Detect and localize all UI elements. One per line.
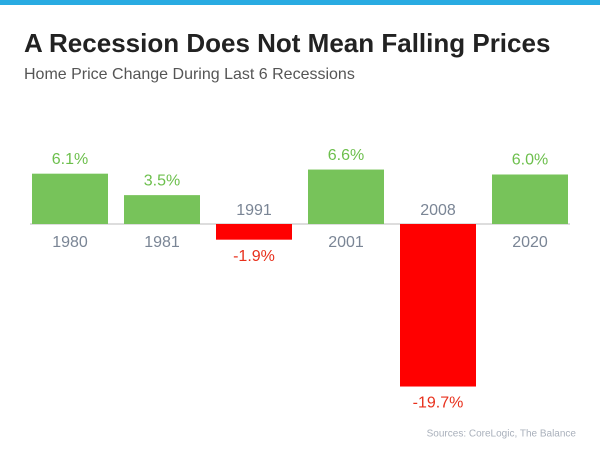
bar <box>308 169 384 224</box>
bar <box>400 224 476 387</box>
x-tick-label: 1991 <box>236 202 272 219</box>
value-label: 6.6% <box>328 147 364 164</box>
bar <box>492 174 568 224</box>
x-tick-label: 2008 <box>420 202 456 219</box>
value-label: -19.7% <box>413 395 464 412</box>
bar <box>216 224 292 240</box>
value-label: 6.1% <box>52 151 88 168</box>
x-tick-label: 1981 <box>144 234 180 251</box>
x-tick-label: 1980 <box>52 234 88 251</box>
value-label: 6.0% <box>512 152 548 169</box>
bar <box>124 195 200 224</box>
x-tick-label: 2020 <box>512 234 548 251</box>
value-label: 3.5% <box>144 172 180 189</box>
bar <box>32 173 108 224</box>
x-tick-label: 2001 <box>328 234 364 251</box>
value-label: -1.9% <box>233 248 275 265</box>
source-note: Sources: CoreLogic, The Balance <box>427 429 577 440</box>
chart-subtitle: Home Price Change During Last 6 Recessio… <box>24 66 355 83</box>
top-stripe <box>0 0 600 5</box>
chart-title: A Recession Does Not Mean Falling Prices <box>24 28 550 58</box>
